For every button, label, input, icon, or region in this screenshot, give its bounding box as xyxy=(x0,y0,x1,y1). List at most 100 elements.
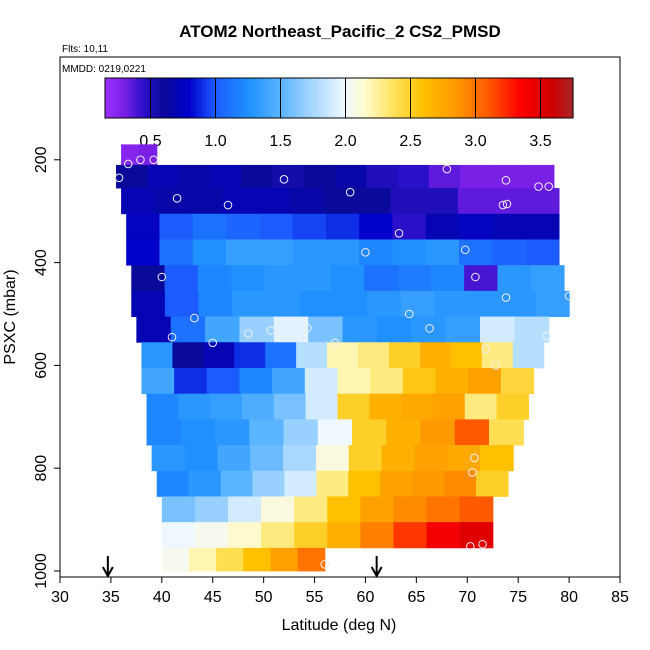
observation-point xyxy=(172,194,182,203)
colorbar-strip xyxy=(175,78,180,118)
heatmap-cell xyxy=(265,290,301,317)
colorbar-strip xyxy=(526,78,531,118)
observation-points xyxy=(114,155,574,569)
colorbar-strip xyxy=(167,78,172,118)
heatmap-cell xyxy=(216,547,244,572)
colorbar-strip xyxy=(331,78,336,118)
observation-point xyxy=(303,323,312,333)
colorbar-strip xyxy=(463,78,469,118)
heatmap-cell xyxy=(178,393,211,420)
heatmap-cell xyxy=(400,290,435,317)
observation-point xyxy=(208,338,218,348)
observation-point xyxy=(266,326,276,335)
observation-point xyxy=(361,248,370,257)
heatmap-cell xyxy=(303,164,336,189)
heatmap-cell xyxy=(392,239,427,266)
colorbar-strip xyxy=(545,78,551,118)
colorbar-strip xyxy=(323,78,328,118)
colorbar-strip xyxy=(202,78,207,118)
colorbar-strip xyxy=(124,78,129,118)
heatmap-cell xyxy=(147,164,180,189)
colorbar-strip xyxy=(506,78,512,118)
colorbar-strip xyxy=(198,78,204,118)
heatmap-cell xyxy=(172,342,204,369)
heatmap-cell xyxy=(359,213,394,240)
heatmap-cell xyxy=(356,188,392,215)
heatmap-cell xyxy=(496,393,529,420)
observation-point xyxy=(279,175,289,184)
colorbar-strip xyxy=(237,78,243,118)
colorbar-strip xyxy=(440,78,445,118)
colorbar-strip xyxy=(432,78,438,118)
heatmap-cell xyxy=(500,367,535,395)
heatmap-cell xyxy=(178,164,211,189)
colorbar-strip xyxy=(319,78,324,118)
heatmap-cell xyxy=(428,164,461,189)
heatmap-cell xyxy=(261,522,295,549)
heatmap-cell xyxy=(476,470,509,497)
heatmap-cell xyxy=(159,213,194,240)
heatmap-cell xyxy=(388,342,421,369)
heatmap-cell xyxy=(464,265,499,292)
colorbar-strip xyxy=(483,78,488,118)
colorbar-tick-label: 1.0 xyxy=(204,133,226,150)
heatmap-cell xyxy=(327,496,361,523)
colorbar-strip xyxy=(381,78,387,118)
heatmap-cell xyxy=(464,393,498,420)
colorbar-strip xyxy=(362,78,367,118)
heatmap-cell xyxy=(161,547,190,572)
colorbar-strip xyxy=(284,78,289,118)
heatmap-cell xyxy=(315,445,350,472)
heatmap-cell xyxy=(317,419,353,446)
heatmap-cell xyxy=(242,393,275,420)
heatmap-cell xyxy=(283,445,317,472)
heatmap-cell xyxy=(330,265,365,292)
heatmap-cell xyxy=(255,188,291,215)
heatmap-bands xyxy=(116,144,570,572)
heatmap-cell xyxy=(250,445,284,472)
heatmap-cell xyxy=(228,522,262,549)
heatmap-cell xyxy=(272,367,306,395)
heatmap-cell xyxy=(210,393,243,420)
heatmap-cell xyxy=(226,213,260,240)
heatmap-cell xyxy=(292,239,327,266)
colorbar-strip xyxy=(303,78,309,118)
observation-point xyxy=(394,229,404,238)
heatmap-cell xyxy=(136,316,172,343)
heatmap-cell xyxy=(425,239,460,266)
heatmap-cell xyxy=(141,342,173,369)
x-axis-label: Latitude (deg N) xyxy=(282,617,397,634)
heatmap-cell xyxy=(220,470,254,497)
arrow-markers xyxy=(101,556,383,579)
colorbar-strip xyxy=(233,78,239,118)
heatmap-cell xyxy=(296,342,328,369)
colorbar-strip xyxy=(502,78,508,118)
observation-point xyxy=(470,453,479,463)
heatmap-cell xyxy=(161,522,196,549)
colorbar-strip xyxy=(346,78,352,118)
heatmap-cell xyxy=(164,290,200,317)
heatmap-cell xyxy=(292,213,327,240)
heatmap-cell xyxy=(535,290,570,317)
observation-point xyxy=(460,245,470,255)
observation-point xyxy=(468,468,477,477)
heatmap-cell xyxy=(366,164,399,189)
colorbar-strip xyxy=(327,78,332,118)
heatmap-cell xyxy=(435,367,469,395)
colorbar-strip xyxy=(479,78,484,118)
observation-point xyxy=(471,272,480,282)
observation-point xyxy=(345,187,355,197)
heatmap-cell xyxy=(358,342,390,369)
x-axis: 30 35 40 45 50 55 60 65 70 75 80 85 xyxy=(51,577,629,606)
colorbar-strip xyxy=(300,78,305,118)
heatmap-cell xyxy=(297,265,332,292)
colorbar-strip xyxy=(358,78,363,118)
colorbar-strip xyxy=(105,78,110,118)
heatmap-cell xyxy=(434,290,469,317)
heatmap-cell xyxy=(188,188,223,215)
heatmap-cell xyxy=(192,213,227,240)
heatmap-cell xyxy=(445,316,481,343)
heatmap-cell xyxy=(141,367,175,395)
heatmap-cell xyxy=(215,419,250,446)
colorbar-strip xyxy=(518,78,523,118)
